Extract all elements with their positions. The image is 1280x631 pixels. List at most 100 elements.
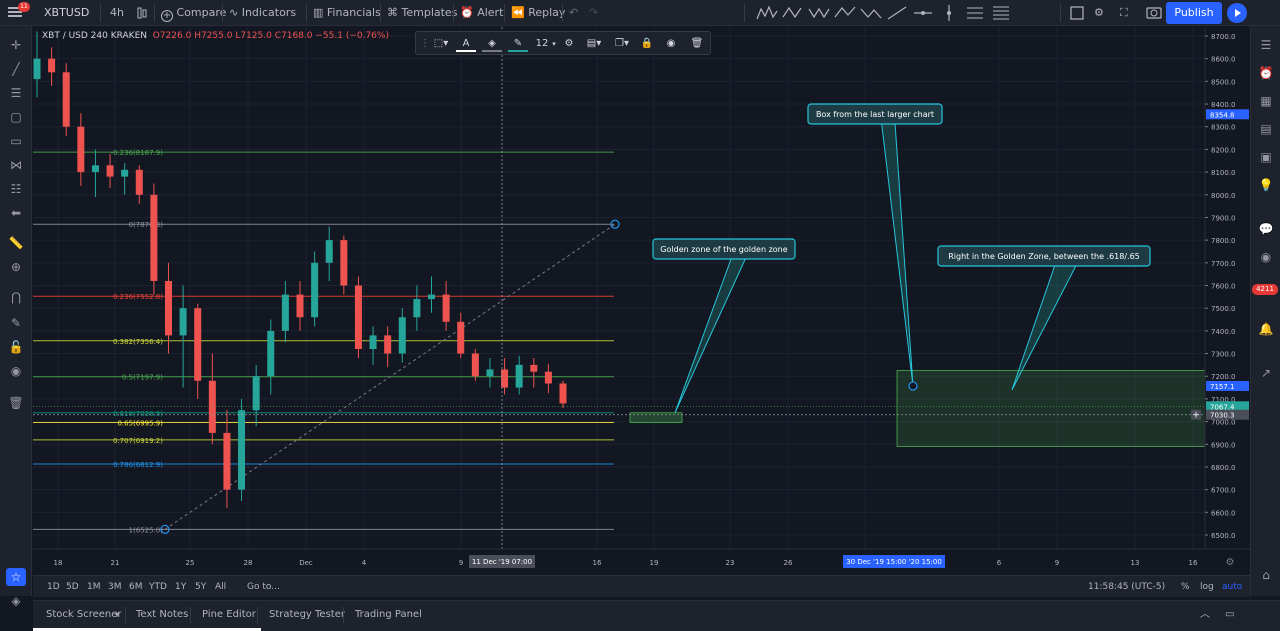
settings-icon[interactable]: ⚙ bbox=[564, 38, 574, 49]
golden-zone-small-box[interactable] bbox=[629, 412, 683, 423]
range-6m[interactable]: 6M bbox=[129, 582, 143, 592]
settings-gear-icon[interactable]: ⚙ bbox=[1094, 6, 1104, 19]
delete-trash-icon[interactable]: 🗑 bbox=[690, 38, 704, 49]
calendar-icon[interactable]: ▣ bbox=[1260, 150, 1272, 164]
range-5d[interactable]: 5D bbox=[66, 582, 79, 592]
pattern-tool-icon[interactable]: ⋈ bbox=[10, 158, 22, 172]
fib-tool-icon[interactable]: ☰ bbox=[10, 86, 22, 100]
trash-icon[interactable]: 🗑 bbox=[8, 396, 24, 410]
box-note-callout[interactable] bbox=[807, 103, 943, 125]
fib-anchor-point[interactable] bbox=[610, 219, 620, 229]
chevron-down-icon[interactable]: ▾ bbox=[552, 40, 556, 48]
tab-strategy-tester[interactable]: Strategy Tester bbox=[269, 609, 345, 620]
tab-text-notes[interactable]: Text Notes bbox=[136, 609, 189, 620]
fib-retracement-icon[interactable] bbox=[990, 0, 1012, 26]
callout-anchor-point[interactable] bbox=[908, 381, 918, 391]
chevron-down-icon[interactable]: ▾ bbox=[115, 610, 120, 619]
goto-button[interactable]: Go to... bbox=[247, 582, 280, 592]
vertical-line-icon[interactable] bbox=[938, 0, 960, 26]
pattern-abcd-icon[interactable] bbox=[782, 0, 804, 26]
range-ytd[interactable]: YTD bbox=[149, 582, 167, 592]
interval-button[interactable]: 4h bbox=[110, 6, 124, 19]
help-icon[interactable]: ⌂ bbox=[1262, 568, 1270, 582]
trend-line-icon[interactable] bbox=[886, 0, 908, 26]
range-all[interactable]: All bbox=[215, 582, 227, 592]
crosshair-icon[interactable]: ✛ bbox=[10, 38, 22, 52]
drag-handle-icon[interactable]: ⋮ bbox=[420, 38, 430, 49]
stack-order-icon[interactable]: ▤▾ bbox=[586, 38, 602, 49]
data-window-icon[interactable]: ▦ bbox=[1260, 94, 1272, 108]
pattern-wxy-icon[interactable] bbox=[860, 0, 882, 26]
alerts-clock-icon[interactable]: ⏰ bbox=[1258, 66, 1274, 80]
text-tool-icon[interactable]: ▭ bbox=[10, 134, 22, 148]
shapes-tool-icon[interactable]: ▢ bbox=[10, 110, 22, 124]
range-5y[interactable]: 5Y bbox=[195, 582, 207, 592]
golden-zone-callout[interactable] bbox=[652, 238, 796, 260]
templates-button[interactable]: ⌘ Templates bbox=[387, 0, 457, 26]
font-size-select[interactable]: 12 bbox=[535, 38, 549, 49]
range-3m[interactable]: 3M bbox=[108, 582, 122, 592]
range-1m[interactable]: 1M bbox=[87, 582, 101, 592]
menu-icon[interactable] bbox=[8, 7, 22, 9]
favorites-star-icon[interactable]: ☆ bbox=[6, 568, 26, 586]
eye-icon[interactable]: ◉ bbox=[10, 364, 22, 378]
legend-title[interactable]: XBT / USD 240 KRAKEN bbox=[42, 31, 147, 41]
chart-type-icon[interactable] bbox=[136, 0, 148, 26]
arrow-left-icon[interactable]: ⬅ bbox=[10, 206, 22, 220]
streams-icon[interactable]: ◉ bbox=[1260, 250, 1272, 264]
clock-timezone[interactable]: 11:58:45 (UTC-5) bbox=[1088, 582, 1166, 592]
trend-icon[interactable]: ↗ bbox=[1260, 366, 1272, 380]
lock-drawing-icon[interactable]: ✎ bbox=[10, 316, 22, 330]
chevron-up-icon[interactable]: ︿ bbox=[1200, 609, 1210, 620]
play-circle-icon[interactable] bbox=[1227, 3, 1247, 23]
tab-stock-screener[interactable]: Stock Screener bbox=[46, 609, 122, 620]
text-color-icon[interactable]: A bbox=[456, 36, 476, 52]
camera-icon[interactable] bbox=[1146, 0, 1162, 26]
pattern-abc-icon[interactable] bbox=[834, 0, 856, 26]
bell-icon[interactable]: 🔔 bbox=[1258, 322, 1274, 336]
watchlist-icon[interactable]: ☰ bbox=[1260, 38, 1272, 52]
redo-icon[interactable]: ↷ bbox=[589, 6, 599, 19]
range-1y[interactable]: 1Y bbox=[175, 582, 187, 592]
ruler-icon[interactable]: 📏 bbox=[8, 236, 24, 250]
fullscreen-icon[interactable]: ⛶ bbox=[1120, 6, 1128, 19]
pattern-xabcd-icon[interactable] bbox=[756, 0, 778, 26]
axis-settings-gear-icon[interactable]: ⚙ bbox=[1226, 557, 1235, 568]
chat-icon[interactable]: 💬 bbox=[1258, 222, 1274, 236]
undo-icon[interactable]: ↶ bbox=[569, 6, 579, 19]
magnet-icon[interactable]: ⋂ bbox=[11, 290, 21, 304]
range-1d[interactable]: 1D bbox=[47, 582, 60, 592]
zoom-icon[interactable]: ⊕ bbox=[10, 260, 22, 274]
lock-icon[interactable]: 🔓 bbox=[8, 340, 24, 354]
golden-zone-box[interactable] bbox=[896, 370, 1206, 447]
auto-toggle[interactable]: auto bbox=[1222, 582, 1243, 592]
add-alert-button[interactable] bbox=[1191, 409, 1201, 420]
tab-trading-panel[interactable]: Trading Panel bbox=[355, 609, 422, 620]
horizontal-ray-icon[interactable] bbox=[912, 0, 934, 26]
trend-line-tool-icon[interactable]: ╱ bbox=[12, 62, 20, 76]
indicators-button[interactable]: ∿ Indicators bbox=[229, 0, 296, 26]
pattern-wxyz-icon[interactable] bbox=[808, 0, 830, 26]
tab-pine-editor[interactable]: Pine Editor bbox=[202, 609, 256, 620]
percent-toggle[interactable]: % bbox=[1181, 582, 1190, 592]
financials-button[interactable]: ▥ Financials bbox=[313, 0, 381, 26]
replay-button[interactable]: ⏪ Replay bbox=[511, 0, 565, 26]
publish-button[interactable]: Publish bbox=[1166, 2, 1222, 24]
log-toggle[interactable]: log bbox=[1200, 582, 1214, 592]
ideas-bulb-icon[interactable]: 💡 bbox=[1258, 178, 1274, 192]
template-icon[interactable]: ⬚▾ bbox=[433, 38, 449, 49]
price-chart[interactable]: -0.236(8187.9) 0(7870.3) 0.236(7552.8) 0.38… bbox=[33, 27, 1250, 575]
line-color-icon[interactable]: ✎ bbox=[508, 36, 528, 52]
object-tree-icon[interactable]: ◈ bbox=[11, 594, 21, 608]
prediction-tool-icon[interactable]: ☷ bbox=[10, 182, 22, 196]
parallel-channel-icon[interactable] bbox=[964, 0, 986, 26]
lock-drawing-icon[interactable]: 🔒 bbox=[640, 38, 654, 49]
right-zone-callout[interactable] bbox=[937, 245, 1151, 267]
hotlist-icon[interactable]: ▤ bbox=[1260, 122, 1272, 136]
alert-button[interactable]: ⏰ Alert bbox=[460, 0, 503, 26]
maximize-panel-icon[interactable]: ▭ bbox=[1225, 609, 1235, 620]
hide-eye-icon[interactable]: ◉ bbox=[666, 38, 676, 49]
clone-icon[interactable]: ❐▾ bbox=[615, 38, 629, 49]
fib-anchor-point[interactable] bbox=[160, 524, 170, 534]
compare-button[interactable]: + Compare bbox=[161, 0, 226, 26]
